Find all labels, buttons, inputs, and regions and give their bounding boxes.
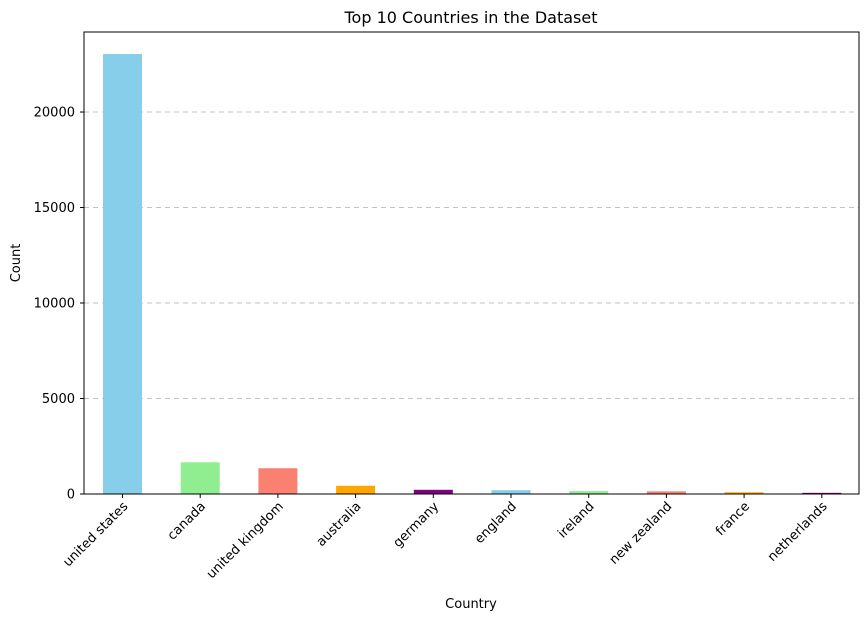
bar-ireland [569, 491, 609, 494]
x-tick-label: england [472, 499, 520, 547]
bar-germany [413, 489, 453, 494]
grid-lines [84, 111, 859, 399]
bar-england [491, 490, 531, 494]
x-tick-label: new zealand [607, 499, 675, 567]
bar-united-states [103, 53, 142, 494]
x-tick-label: canada [165, 499, 209, 543]
y-axis-ticks: 0 5000 10000 15000 20000 [34, 106, 84, 503]
bars [103, 53, 842, 494]
x-tick-label: united states [60, 499, 131, 570]
chart-title: Top 10 Countries in the Dataset [343, 8, 597, 27]
bar-united-kingdom [258, 468, 298, 494]
bar-australia [336, 485, 376, 494]
x-tick-label: netherlands [765, 499, 831, 565]
x-tick-label: united kingdom [204, 499, 287, 582]
y-tick-label: 5000 [42, 392, 75, 407]
y-tick-label: 15000 [34, 201, 75, 216]
x-tick-label: france [713, 499, 753, 539]
bar-canada [180, 462, 220, 494]
bar-france [724, 492, 764, 494]
x-tick-label: australia [314, 499, 365, 550]
y-tick-label: 10000 [34, 297, 75, 312]
y-axis-label: Count [9, 244, 24, 283]
x-tick-label: germany [391, 499, 443, 551]
x-tick-label: ireland [555, 499, 597, 541]
y-tick-label: 20000 [34, 106, 75, 121]
y-tick-label: 0 [67, 488, 75, 503]
bar-netherlands [802, 492, 842, 494]
plot-frame [83, 31, 860, 495]
bar-new-zealand [646, 491, 686, 494]
x-axis-label: Country [445, 597, 497, 612]
